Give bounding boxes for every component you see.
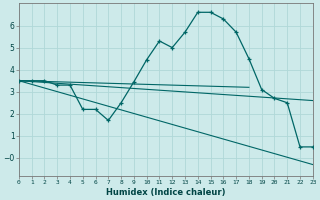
- X-axis label: Humidex (Indice chaleur): Humidex (Indice chaleur): [106, 188, 226, 197]
